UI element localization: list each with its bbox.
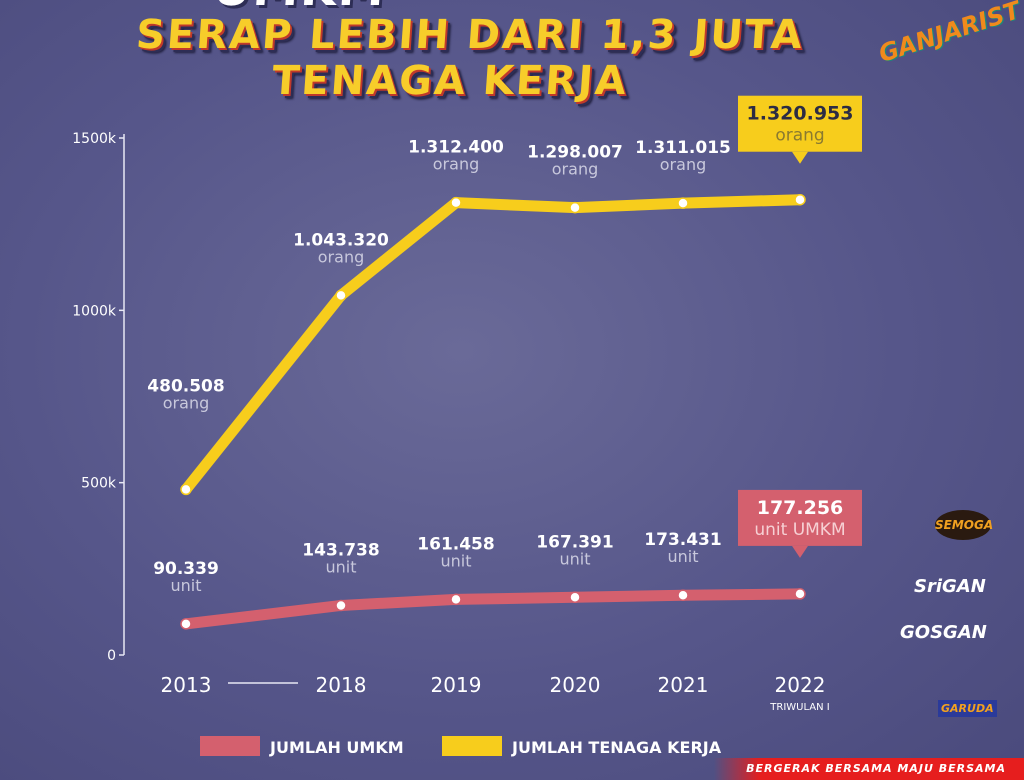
data-point — [794, 588, 806, 600]
data-label: 1.320.953 — [747, 103, 854, 125]
data-label: 167.391 — [536, 532, 613, 552]
semoga-logo: SEMOGA — [935, 510, 993, 540]
data-label-unit: unit — [668, 547, 699, 566]
data-point — [569, 591, 581, 604]
footer-tagline: BERGERAK BERSAMA MAJU BERSAMA — [714, 758, 1024, 780]
data-label: 177.256 — [757, 497, 844, 519]
data-point — [180, 618, 192, 630]
y-tick-label: 1500k — [72, 131, 117, 147]
data-label-unit: orang — [660, 155, 706, 174]
data-label-unit: orang — [552, 160, 598, 179]
data-label-unit: orang — [163, 393, 209, 412]
data-label-unit: unit — [171, 576, 202, 595]
data-label: 173.431 — [644, 530, 721, 550]
y-tick-label: 0 — [107, 648, 116, 664]
data-point — [450, 196, 462, 209]
data-point — [677, 197, 689, 209]
callout-box — [738, 95, 862, 152]
series-line-umkm — [180, 588, 806, 630]
data-label: 161.458 — [417, 534, 494, 554]
callout-pointer — [792, 545, 808, 558]
data-label: 1.298.007 — [527, 143, 623, 163]
callout-pointer — [792, 151, 808, 164]
data-point — [335, 289, 347, 302]
data-point — [794, 193, 806, 206]
data-label: 1.311.015 — [635, 138, 731, 158]
callout-box — [738, 489, 862, 546]
gosgan-logo: GOSGAN — [900, 622, 987, 643]
data-point — [335, 599, 347, 612]
data-label-unit: unit — [441, 551, 472, 570]
data-point — [180, 483, 192, 496]
legend-label-umkm: JUMLAH UMKM — [269, 738, 404, 757]
data-label-unit: unit — [326, 557, 357, 576]
data-label-unit: orang — [318, 247, 364, 266]
data-label: 480.508 — [147, 376, 224, 396]
garuda-logo: GARUDA — [938, 700, 997, 717]
data-label: 1.043.320 — [293, 230, 389, 250]
legend-swatch-tenaga-kerja — [442, 736, 502, 756]
data-label-unit: unit — [560, 549, 591, 568]
data-label: 143.738 — [302, 540, 379, 560]
x-tick-label: 2019 — [431, 673, 482, 697]
data-point — [569, 201, 581, 214]
y-tick-label: 1000k — [72, 303, 117, 319]
data-label-unit: orang — [433, 155, 479, 174]
x-tick-sublabel: TRIWULAN I — [769, 702, 829, 713]
x-tick-label: 2018 — [316, 673, 367, 697]
srigan-logo: SriGAN — [914, 576, 986, 597]
x-tick-label: 2020 — [550, 673, 601, 697]
data-label-unit: unit UMKM — [754, 520, 845, 540]
y-tick-label: 500k — [81, 476, 117, 492]
x-tick-label: 2013 — [161, 673, 212, 697]
data-label: 1.312.400 — [408, 138, 504, 158]
data-label-unit: orang — [775, 126, 824, 146]
legend-label-tenaga-kerja: JUMLAH TENAGA KERJA — [511, 738, 722, 757]
legend-swatch-umkm — [200, 736, 260, 756]
data-point — [677, 589, 689, 601]
series-line-tenaga-kerja — [180, 194, 806, 495]
x-tick-label: 2021 — [658, 673, 709, 697]
data-label: 90.339 — [153, 559, 219, 579]
data-point — [450, 593, 462, 606]
x-tick-label: 2022 — [775, 673, 826, 697]
